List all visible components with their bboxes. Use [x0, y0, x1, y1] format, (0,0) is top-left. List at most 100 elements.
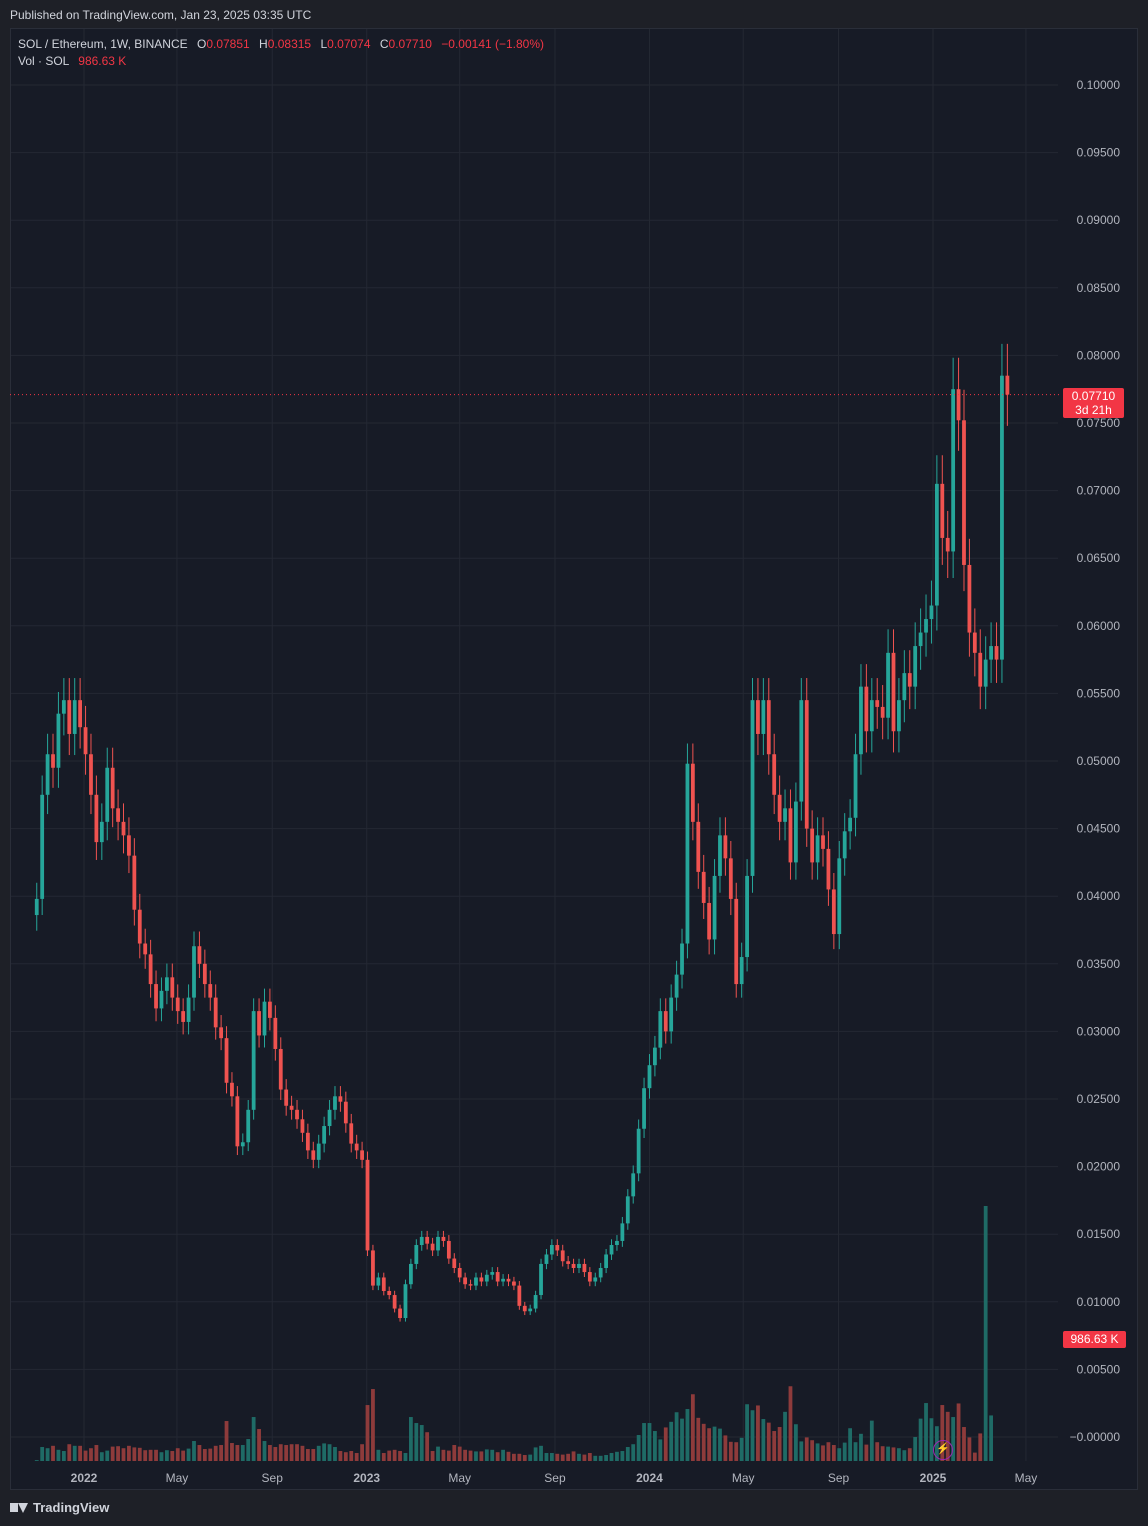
volume-bar — [398, 1451, 402, 1461]
candle-body — [891, 652, 896, 732]
candle-body — [734, 898, 739, 985]
price-tick-label: 0.05000 — [1077, 754, 1121, 768]
candle-body — [728, 858, 733, 899]
volume-bar — [756, 1405, 760, 1461]
candle-body — [127, 835, 131, 856]
candle-body — [72, 700, 77, 734]
chart-pane[interactable] — [10, 28, 1138, 1490]
volume-bar — [446, 1450, 451, 1461]
candle-body — [772, 754, 777, 795]
last-price-value: 0.07710 — [1071, 389, 1116, 403]
candle-body — [907, 673, 912, 687]
candle-body — [268, 1001, 272, 1018]
candle-body — [577, 1263, 581, 1268]
candle-body — [506, 1278, 511, 1282]
tradingview-icon — [10, 1502, 28, 1514]
candle-body — [696, 821, 701, 872]
candle-body — [419, 1236, 424, 1246]
candle-body — [257, 1011, 261, 1036]
volume-bar — [772, 1431, 777, 1461]
volume-bar — [815, 1443, 820, 1461]
candle-body — [718, 835, 722, 876]
candle-body — [934, 483, 939, 606]
candle-body — [539, 1263, 543, 1296]
volume-bar — [257, 1429, 261, 1461]
candle-body — [793, 801, 798, 863]
volume-bar — [164, 1450, 169, 1461]
symbol-name[interactable]: SOL / Ethereum, 1W, BINANCE — [18, 37, 188, 51]
volume-bar — [864, 1444, 869, 1461]
volume-value: 986.63 K — [78, 54, 127, 68]
volume-bar — [669, 1421, 674, 1461]
volume-bar — [512, 1453, 516, 1461]
candle-body — [316, 1143, 321, 1160]
volume-bar — [701, 1423, 706, 1461]
volume-bar — [408, 1417, 413, 1461]
volume-bar — [436, 1446, 440, 1461]
candle-body — [723, 835, 728, 859]
volume-bar — [761, 1419, 766, 1461]
volume-bar — [343, 1452, 348, 1461]
candle-body — [94, 794, 99, 843]
volume-bar — [490, 1449, 495, 1461]
volume-bar — [387, 1450, 392, 1461]
candle-body — [875, 700, 880, 707]
time-tick-label: 2022 — [71, 1471, 98, 1485]
price-tick-label: 0.04500 — [1077, 822, 1121, 836]
candle-body — [750, 700, 755, 876]
time-tick-label: 2023 — [353, 1471, 380, 1485]
volume-bar — [739, 1437, 744, 1461]
volume-bar — [360, 1444, 364, 1461]
volume-bar — [593, 1455, 598, 1461]
price-tick-label: 0.03000 — [1077, 1024, 1121, 1038]
price-tick-label: 0.04000 — [1077, 889, 1121, 903]
volume-bar — [642, 1423, 646, 1461]
candle-body — [284, 1089, 289, 1106]
volume-bar — [56, 1449, 61, 1461]
candle-body — [924, 619, 928, 633]
volume-label[interactable]: Vol · SOL — [18, 54, 69, 68]
candle-body — [295, 1109, 299, 1120]
volume-bar — [533, 1447, 538, 1461]
tradingview-logo[interactable]: TradingView — [10, 1500, 109, 1515]
candle-body — [105, 767, 110, 822]
volume-bar — [696, 1417, 701, 1461]
volume-bar — [371, 1389, 375, 1461]
volume-row: Vol · SOL 986.63 K — [18, 53, 544, 70]
volume-bar — [61, 1451, 66, 1461]
candle-body — [186, 997, 191, 1022]
volume-bar — [625, 1447, 630, 1461]
volume-bar — [962, 1427, 966, 1461]
candle-body — [685, 763, 690, 944]
volume-bar — [392, 1449, 397, 1461]
volume-bar — [517, 1453, 522, 1461]
volume-bar — [793, 1424, 798, 1461]
candle-body — [34, 898, 39, 916]
volume-bar — [192, 1441, 196, 1461]
volume-bar — [300, 1445, 305, 1461]
candle-body — [972, 632, 977, 653]
volume-bar — [528, 1454, 533, 1461]
candle-body — [940, 483, 945, 538]
volume-bar — [718, 1428, 722, 1461]
price-tick-label: 0.06500 — [1077, 551, 1121, 565]
candle-body — [880, 706, 885, 718]
volume-bar — [859, 1433, 863, 1461]
candle-body — [354, 1143, 359, 1151]
price-tick-label: 0.08000 — [1077, 348, 1121, 362]
volume-bar — [463, 1449, 468, 1461]
candle-body — [235, 1096, 240, 1147]
price-tick-label: 0.09500 — [1077, 146, 1121, 160]
candle-body — [701, 871, 706, 903]
volume-bar — [457, 1446, 462, 1461]
lightning-icon[interactable]: ⚡ — [933, 1440, 953, 1460]
candle-body — [826, 848, 831, 890]
price-tick-label: 0.05500 — [1077, 686, 1121, 700]
volume-bar — [110, 1446, 115, 1461]
candle-body — [989, 646, 993, 660]
candle-body — [1005, 375, 1010, 395]
candle-body — [45, 754, 50, 795]
volume-bar — [956, 1403, 961, 1461]
volume-bar — [474, 1451, 478, 1461]
